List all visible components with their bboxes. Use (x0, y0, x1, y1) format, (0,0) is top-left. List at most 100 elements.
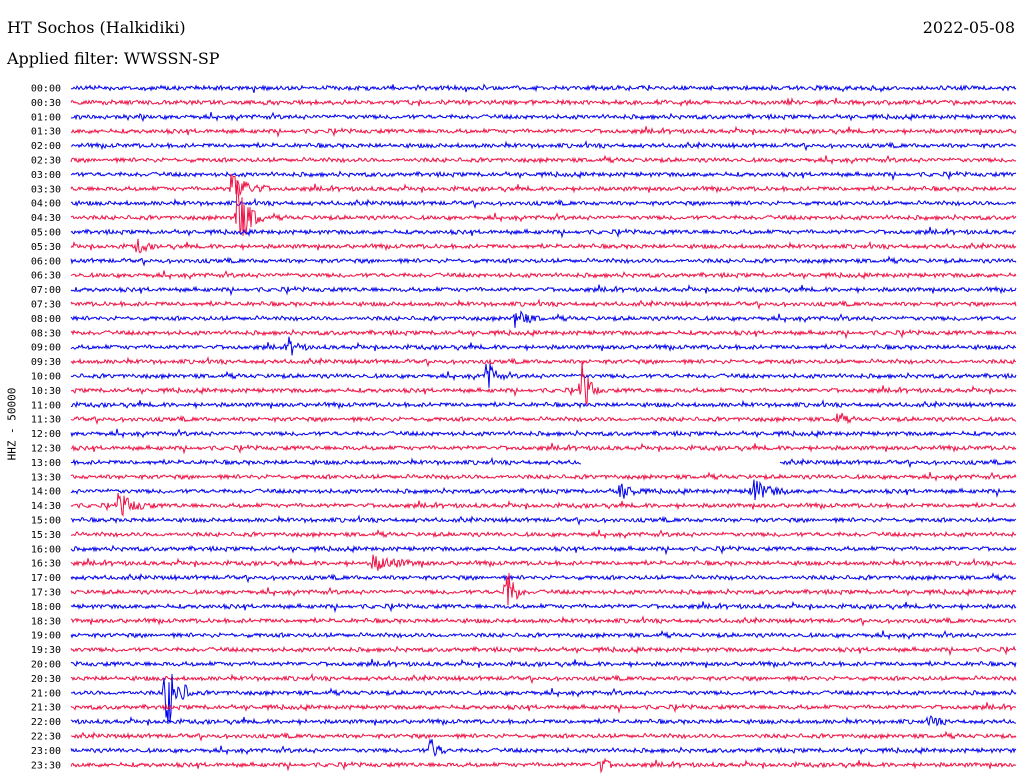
row-label-1500: 15:00 (31, 516, 61, 527)
trace-2030 (70, 672, 1017, 685)
trace-1030 (70, 362, 1017, 406)
row-label-0930: 09:30 (31, 357, 61, 368)
row-label-1800: 18:00 (31, 602, 61, 613)
trace-0230 (70, 154, 1017, 166)
trace-2130 (70, 702, 1017, 714)
row-label-1130: 11:30 (31, 415, 61, 426)
row-label-1700: 17:00 (31, 573, 61, 584)
trace-2300 (70, 738, 1017, 757)
trace-0930 (70, 355, 1017, 368)
row-label-0030: 00:30 (31, 98, 61, 109)
trace-0400 (70, 197, 1016, 210)
trace-0600 (70, 255, 1017, 267)
trace-1530 (70, 529, 1017, 540)
trace-1430 (70, 493, 1017, 517)
row-label-0230: 02:30 (31, 156, 61, 167)
date-label: 2022-05-08 (922, 18, 1015, 37)
row-label-1230: 12:30 (31, 444, 61, 455)
trace-0330 (70, 173, 1017, 197)
row-label-0700: 07:00 (31, 285, 61, 296)
trace-1200 (70, 428, 1017, 439)
trace-1930 (70, 645, 1017, 657)
trace-1700 (70, 572, 1017, 584)
trace-2100 (70, 674, 1017, 725)
row-label-1200: 12:00 (31, 429, 61, 440)
row-label-2000: 20:00 (31, 660, 61, 671)
trace-0830 (70, 328, 1017, 340)
trace-0100 (70, 111, 1017, 123)
row-label-0400: 04:00 (31, 199, 61, 210)
trace-0300 (70, 170, 1017, 182)
row-label-2300: 23:00 (31, 746, 61, 757)
row-label-0130: 01:30 (31, 127, 61, 138)
row-label-0000: 00:00 (31, 84, 61, 95)
trace-0130 (70, 125, 1017, 138)
trace-2230 (70, 730, 1017, 742)
row-label-1000: 10:00 (31, 372, 61, 383)
trace-0500 (70, 226, 1017, 239)
row-label-0500: 05:00 (31, 228, 61, 239)
trace-0900 (70, 336, 1017, 356)
row-label-0600: 06:00 (31, 256, 61, 267)
trace-1800 (70, 600, 1017, 614)
row-label-2330: 23:30 (31, 760, 61, 771)
row-label-0100: 01:00 (31, 112, 61, 123)
row-label-1100: 11:00 (31, 400, 61, 411)
trace-2000 (70, 658, 1017, 669)
row-label-0900: 09:00 (31, 343, 61, 354)
row-label-0730: 07:30 (31, 300, 61, 311)
trace-1300 (70, 456, 1017, 469)
trace-1400 (70, 479, 1017, 501)
station-title: HT Sochos (Halkidiki) (7, 18, 186, 37)
trace-2330 (70, 757, 1017, 774)
row-label-0200: 02:00 (31, 141, 61, 152)
row-label-0800: 08:00 (31, 314, 61, 325)
trace-0200 (71, 139, 1017, 152)
trace-0630 (70, 269, 1017, 281)
row-label-1600: 16:00 (31, 544, 61, 555)
row-label-2030: 20:30 (31, 674, 61, 685)
trace-0030 (70, 97, 1017, 108)
trace-0800 (70, 310, 1017, 328)
trace-0000 (70, 83, 1017, 93)
row-label-0630: 06:30 (31, 271, 61, 282)
row-label-1930: 19:30 (31, 645, 61, 656)
trace-0430 (70, 180, 1017, 237)
trace-0530 (70, 238, 1017, 254)
row-label-1330: 13:30 (31, 472, 61, 483)
trace-1630 (70, 554, 1017, 571)
trace-1230 (70, 442, 1017, 455)
trace-1830 (70, 615, 1017, 627)
row-label-1900: 19:00 (31, 631, 61, 642)
row-label-1030: 10:30 (31, 386, 61, 397)
row-label-0330: 03:30 (31, 184, 61, 195)
trace-1100 (71, 399, 1017, 410)
row-label-2100: 21:00 (31, 688, 61, 699)
row-label-1400: 14:00 (31, 487, 61, 498)
row-label-1830: 18:30 (31, 616, 61, 627)
trace-0700 (70, 284, 1017, 297)
row-label-0430: 04:30 (31, 213, 61, 224)
trace-1600 (70, 544, 1017, 556)
filter-label: Applied filter: WWSSN-SP (7, 49, 220, 68)
row-label-0300: 03:00 (31, 170, 61, 181)
row-label-1730: 17:30 (31, 588, 61, 599)
row-label-2200: 22:00 (31, 717, 61, 728)
row-label-1300: 13:00 (31, 458, 61, 469)
row-label-0830: 08:30 (31, 328, 61, 339)
row-label-2230: 22:30 (31, 732, 61, 743)
trace-1900 (70, 629, 1017, 641)
row-label-0530: 05:30 (31, 242, 61, 253)
row-label-1430: 14:30 (31, 501, 61, 512)
trace-2200 (70, 715, 1017, 727)
trace-1500 (70, 514, 1017, 526)
trace-1730 (70, 572, 1017, 606)
trace-1330 (70, 471, 1017, 482)
trace-0730 (70, 298, 1017, 310)
row-label-1530: 15:30 (31, 530, 61, 541)
row-label-2130: 21:30 (31, 703, 61, 714)
row-label-1630: 16:30 (31, 559, 61, 570)
trace-1000 (70, 363, 1017, 388)
trace-1130 (70, 412, 1017, 426)
